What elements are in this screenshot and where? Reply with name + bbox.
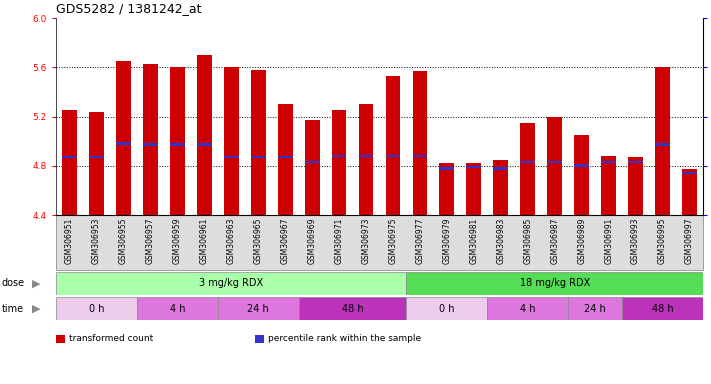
Bar: [655, 144, 670, 146]
Bar: [197, 55, 212, 215]
Bar: [89, 112, 104, 215]
Bar: [278, 156, 292, 159]
Bar: [520, 122, 535, 215]
Bar: [466, 163, 481, 215]
Bar: [143, 64, 158, 215]
Bar: [439, 167, 454, 170]
Text: percentile rank within the sample: percentile rank within the sample: [268, 334, 421, 343]
Bar: [682, 172, 697, 174]
Bar: [170, 67, 185, 215]
Bar: [493, 160, 508, 215]
Bar: [305, 161, 319, 164]
Text: 48 h: 48 h: [652, 303, 673, 313]
Text: ▶: ▶: [32, 278, 41, 288]
Bar: [62, 110, 77, 215]
Bar: [574, 164, 589, 167]
Text: 0 h: 0 h: [439, 303, 454, 313]
Bar: [682, 169, 697, 215]
Text: 48 h: 48 h: [342, 303, 363, 313]
Bar: [331, 110, 346, 215]
Bar: [629, 157, 643, 215]
Bar: [331, 154, 346, 157]
Bar: [299, 298, 407, 319]
Text: GDS5282 / 1381242_at: GDS5282 / 1381242_at: [56, 2, 201, 15]
Bar: [412, 154, 427, 157]
Text: time: time: [2, 303, 24, 313]
Text: transformed count: transformed count: [69, 334, 153, 343]
Bar: [278, 104, 292, 215]
Bar: [655, 67, 670, 215]
Bar: [568, 298, 622, 319]
Bar: [56, 298, 137, 319]
Bar: [218, 298, 299, 319]
Bar: [116, 142, 131, 145]
Text: 24 h: 24 h: [247, 303, 269, 313]
Bar: [493, 167, 508, 170]
Text: 18 mg/kg RDX: 18 mg/kg RDX: [520, 278, 590, 288]
Bar: [224, 67, 239, 215]
Bar: [439, 163, 454, 215]
Text: dose: dose: [2, 278, 25, 288]
Text: 0 h: 0 h: [89, 303, 105, 313]
Bar: [197, 144, 212, 146]
Text: 3 mg/kg RDX: 3 mg/kg RDX: [199, 278, 263, 288]
Bar: [170, 144, 185, 146]
Bar: [574, 135, 589, 215]
Bar: [602, 161, 616, 164]
Bar: [385, 76, 400, 215]
Bar: [547, 116, 562, 215]
Bar: [520, 161, 535, 164]
Bar: [385, 154, 400, 157]
Bar: [358, 104, 373, 215]
Bar: [412, 71, 427, 215]
Bar: [143, 144, 158, 146]
Bar: [89, 156, 104, 159]
Bar: [622, 298, 703, 319]
Bar: [305, 120, 319, 215]
Text: 4 h: 4 h: [520, 303, 535, 313]
Bar: [407, 298, 487, 319]
Bar: [56, 273, 407, 295]
Bar: [62, 156, 77, 159]
Text: ▶: ▶: [32, 303, 41, 313]
Bar: [251, 70, 266, 215]
Bar: [137, 298, 218, 319]
Bar: [407, 273, 703, 295]
Bar: [251, 156, 266, 159]
Bar: [224, 156, 239, 159]
Bar: [116, 61, 131, 215]
Bar: [629, 161, 643, 164]
Text: 4 h: 4 h: [169, 303, 185, 313]
Bar: [602, 156, 616, 215]
Bar: [547, 161, 562, 164]
Bar: [466, 166, 481, 168]
Text: 24 h: 24 h: [584, 303, 606, 313]
Bar: [358, 154, 373, 157]
Bar: [487, 298, 568, 319]
